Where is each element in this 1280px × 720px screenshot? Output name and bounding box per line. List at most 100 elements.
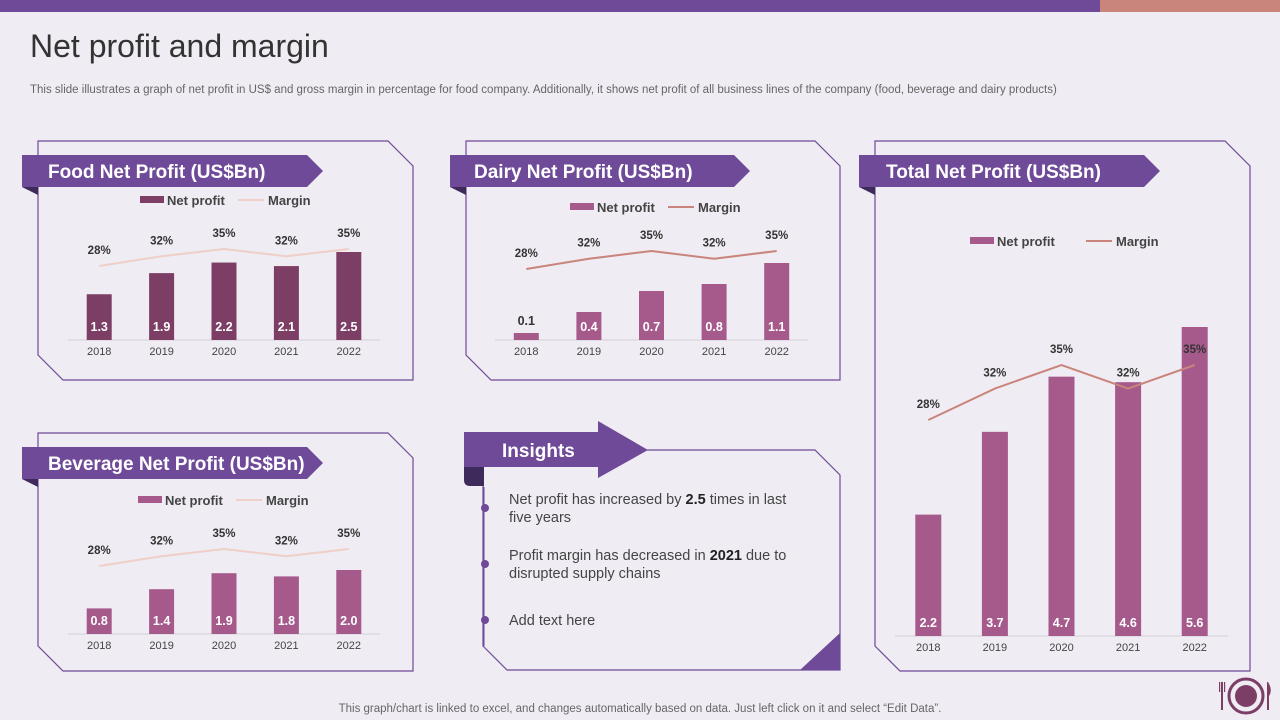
food-bar-2020 [211, 262, 237, 340]
food-legend-net-profit: Net profit [167, 193, 225, 208]
total-title-fold [859, 187, 875, 195]
food-bar-label-2019: 1.9 [153, 320, 170, 334]
dairy-panel-border [465, 140, 841, 381]
dairy-bar-label-2018: 0.1 [518, 314, 535, 328]
total-bar-2018 [915, 514, 942, 636]
beverage-bar-label-2021: 1.8 [278, 614, 295, 628]
total-bar-2021 [1115, 382, 1142, 636]
dairy-title-ribbon [450, 155, 750, 187]
beverage-chart: Beverage Net Profit (US$Bn) Net profit Mar… [22, 432, 414, 672]
beverage-margin-label-2020: 35% [212, 528, 235, 540]
beverage-title-fold [22, 479, 38, 487]
food-bar-2022 [336, 252, 362, 340]
food-legend-bar-swatch [140, 196, 164, 203]
beverage-bar-2021 [273, 576, 299, 634]
beverage-legend-margin: Margin [266, 493, 309, 508]
food-tick-2018: 2018 [87, 346, 111, 358]
dairy-bar-2018 [513, 333, 539, 340]
dairy-margin-line [526, 249, 777, 270]
beverage-tick-2019: 2019 [149, 640, 173, 652]
food-bar-2019 [149, 273, 175, 340]
total-chart: Total Net Profit (US$Bn) Net profit Margin… [859, 140, 1251, 672]
total-tick-2021: 2021 [1116, 642, 1140, 654]
dairy-legend-net-profit: Net profit [597, 200, 655, 215]
beverage-bar-label-2022: 2.0 [340, 614, 357, 628]
beverage-legend-net-profit: Net profit [165, 493, 223, 508]
insight-2-bold: 2021 [709, 548, 742, 564]
footer-note: This graph/chart is linked to excel, and… [338, 703, 942, 715]
insight-1-pre: Net profit has increased by [509, 492, 686, 508]
dairy-bar-label-2022: 1.1 [768, 320, 785, 334]
top-accent-bar-secondary [1100, 0, 1280, 12]
dairy-tick-2021: 2021 [702, 346, 726, 358]
total-legend-net-profit: Net profit [997, 234, 1055, 249]
dairy-legend-margin: Margin [698, 200, 741, 215]
total-tick-2018: 2018 [916, 642, 940, 654]
food-margin-label-2018: 28% [88, 245, 111, 257]
beverage-bar-label-2019: 1.4 [153, 614, 170, 628]
food-bar-label-2022: 2.5 [340, 320, 357, 334]
beverage-bar-label-2020: 1.9 [215, 614, 232, 628]
beverage-legend-bar-swatch [138, 496, 162, 503]
total-title-ribbon [859, 155, 1160, 187]
beverage-chart-title: Beverage Net Profit (US$Bn) [48, 454, 305, 475]
beverage-title-ribbon [22, 447, 323, 479]
dairy-margin-label-2021: 32% [703, 238, 726, 250]
dairy-margin-label-2020: 35% [640, 230, 663, 242]
dairy-tick-2020: 2020 [639, 346, 663, 358]
plate-cutlery-icon [1219, 677, 1271, 715]
beverage-margin-label-2022: 35% [337, 528, 360, 540]
food-title-ribbon [22, 155, 323, 187]
food-tick-2020: 2020 [212, 346, 236, 358]
food-margin-label-2019: 32% [150, 235, 173, 247]
dairy-bar-label-2021: 0.8 [705, 320, 722, 334]
total-margin-label-2021: 32% [1117, 368, 1140, 380]
beverage-margin-line [99, 547, 349, 567]
food-margin-line [99, 247, 349, 267]
dairy-margin-label-2018: 28% [515, 248, 538, 260]
total-bar-2022 [1181, 327, 1208, 636]
total-margin-label-2019: 32% [983, 368, 1006, 380]
dairy-tick-2022: 2022 [764, 346, 788, 358]
insight-3-pre: Add text here [509, 613, 596, 629]
dairy-legend-bar-swatch [570, 203, 594, 210]
beverage-bar-2019 [149, 589, 175, 634]
total-chart-title: Total Net Profit (US$Bn) [886, 162, 1101, 183]
dairy-chart: Dairy Net Profit (US$Bn) Net profit Margin… [450, 140, 841, 381]
beverage-bar-2018 [86, 608, 112, 634]
food-tick-2022: 2022 [337, 346, 361, 358]
dairy-bar-label-2019: 0.4 [580, 320, 597, 334]
beverage-tick-2021: 2021 [274, 640, 298, 652]
dairy-margin-label-2019: 32% [577, 238, 600, 250]
total-bar-label-2019: 3.7 [986, 616, 1003, 630]
beverage-tick-2018: 2018 [87, 640, 111, 652]
dairy-bar-2021 [701, 284, 727, 340]
dairy-tick-2018: 2018 [514, 346, 538, 358]
insight-item-3[interactable]: Add text here [509, 612, 809, 630]
dairy-bar-2022 [764, 263, 790, 340]
food-margin-label-2020: 35% [212, 228, 235, 240]
page-title: Net profit and margin [30, 28, 329, 64]
beverage-tick-2022: 2022 [337, 640, 361, 652]
insight-item-2: Profit margin has decreased in 2021 due … [509, 547, 809, 583]
total-margin-line [927, 363, 1196, 421]
total-bar-label-2018: 2.2 [920, 616, 937, 630]
total-legend-margin: Margin [1116, 234, 1159, 249]
food-bar-2021 [273, 266, 299, 340]
dairy-tick-2019: 2019 [577, 346, 601, 358]
insight-2-post: due to disrupted supply chains [509, 548, 787, 582]
insight-1-bold: 2.5 [685, 492, 706, 508]
food-bar-label-2021: 2.1 [278, 320, 295, 334]
total-tick-2020: 2020 [1049, 642, 1073, 654]
beverage-margin-label-2018: 28% [88, 545, 111, 557]
insight-item-1: Net profit has increased by 2.5 times in… [509, 491, 809, 527]
beverage-tick-2020: 2020 [212, 640, 236, 652]
food-bar-label-2020: 2.2 [215, 320, 232, 334]
insight-1-post: times in last five years [509, 492, 787, 526]
dairy-bar-label-2020: 0.7 [643, 320, 660, 334]
food-panel-border [37, 140, 414, 381]
total-tick-2022: 2022 [1182, 642, 1206, 654]
beverage-margin-label-2019: 32% [150, 535, 173, 547]
total-margin-label-2018: 28% [917, 399, 940, 411]
